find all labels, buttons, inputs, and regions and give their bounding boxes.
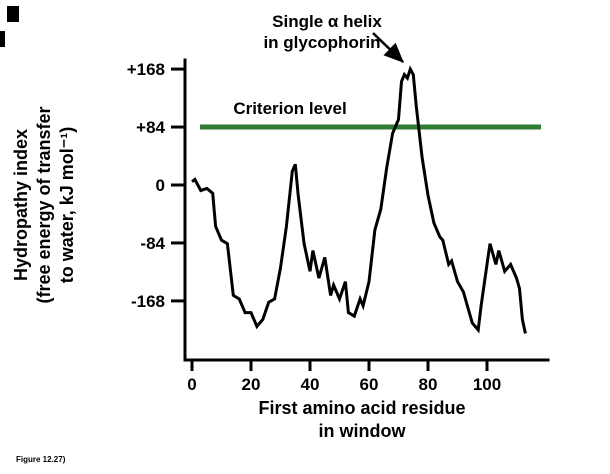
scan-artifact-mark — [0, 31, 5, 47]
figure-caption: Figure 12.27) — [16, 455, 66, 464]
hydropathy-line — [191, 65, 527, 334]
y-ticks: +168 +84 0 -84 -168 — [127, 60, 185, 311]
y-tick-label: -84 — [140, 234, 165, 253]
criterion-level-label: Criterion level — [233, 99, 346, 118]
x-tick-label: 60 — [360, 375, 379, 394]
annotation-arrow — [372, 32, 404, 63]
y-tick-label: +168 — [127, 60, 165, 79]
x-axis-label-line2: in window — [319, 421, 407, 441]
y-axis-label-line1: Hydropathy index — [11, 129, 31, 281]
x-tick-label: 80 — [419, 375, 438, 394]
x-tick-label: 20 — [242, 375, 261, 394]
x-axis-label-line1: First amino acid residue — [258, 398, 465, 418]
y-tick-label: -168 — [131, 292, 165, 311]
x-tick-label: 100 — [473, 375, 501, 394]
y-axis-label-line3: to water, kJ mol⁻¹) — [57, 127, 77, 284]
scan-artifact-mark — [7, 6, 19, 22]
annotation-label-line2: in glycophorin — [263, 33, 380, 52]
x-tick-label: 0 — [187, 375, 196, 394]
y-axis-label-line2: (free energy of transfer — [34, 106, 54, 303]
annotation-label-line1: Single α helix — [272, 12, 382, 31]
x-ticks: 0 20 40 60 80 100 — [187, 360, 501, 394]
x-tick-label: 40 — [301, 375, 320, 394]
y-tick-label: +84 — [136, 118, 165, 137]
y-tick-label: 0 — [156, 176, 165, 195]
